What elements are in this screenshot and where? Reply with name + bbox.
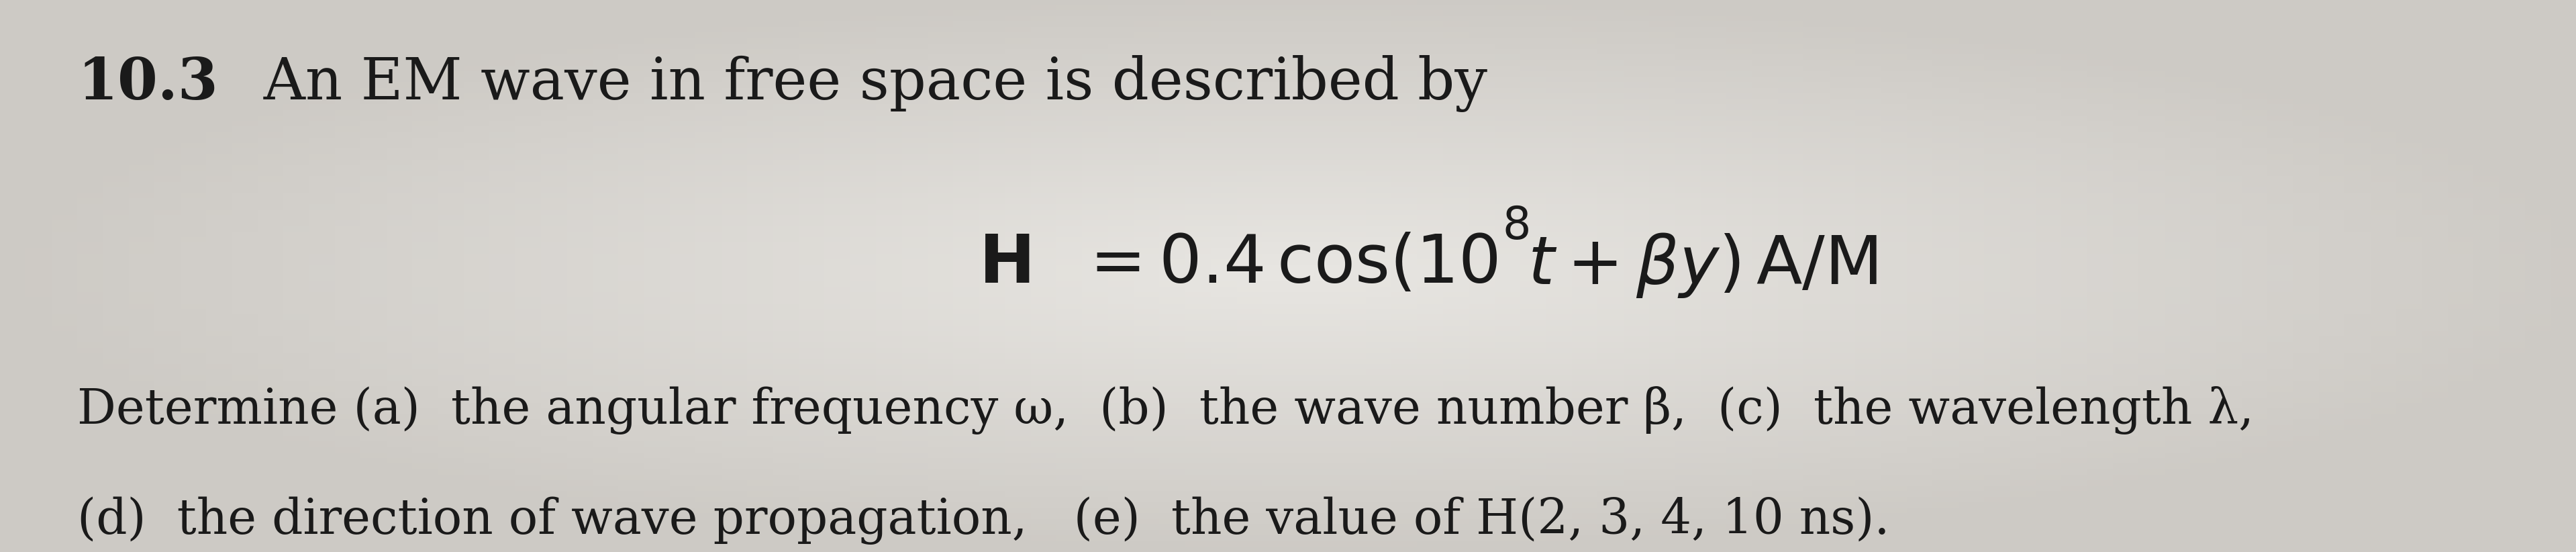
Text: $= 0.4\,\cos(10$: $= 0.4\,\cos(10$ <box>1077 233 1499 297</box>
Text: $8$: $8$ <box>1502 204 1528 248</box>
Text: 10.3: 10.3 <box>77 55 219 112</box>
Text: Determine (a)  the angular frequency ω,  (b)  the wave number β,  (c)  the wavel: Determine (a) the angular frequency ω, (… <box>77 386 2254 435</box>
Text: $t + \beta y)\,\mathrm{A/M}$: $t + \beta y)\,\mathrm{A/M}$ <box>1528 231 1878 299</box>
Text: $\mathbf{H}$: $\mathbf{H}$ <box>979 233 1030 297</box>
Text: An EM wave in free space is described by: An EM wave in free space is described by <box>227 55 1486 112</box>
Text: (d)  the direction of wave propagation,   (e)  the value of H(2, 3, 4, 10 ns).: (d) the direction of wave propagation, (… <box>77 497 1891 545</box>
